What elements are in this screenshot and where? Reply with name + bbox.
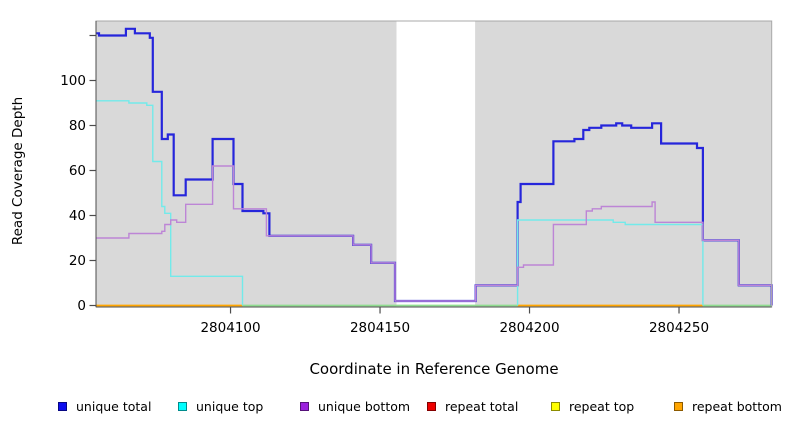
no-data-gap-band <box>396 21 476 307</box>
legend-label: repeat bottom <box>692 398 782 414</box>
y-tick-label: 20 <box>69 253 86 269</box>
y-tick-label: 80 <box>69 118 86 134</box>
x-axis-label: Coordinate in Reference Genome <box>309 360 559 378</box>
legend-item-repeat-top: repeat top <box>551 398 634 414</box>
legend-swatch-icon <box>551 401 560 411</box>
legend-item-unique-top: unique top <box>178 398 263 414</box>
series-line-unique-top <box>516 219 704 306</box>
legend-label: unique bottom <box>318 398 411 414</box>
legend-swatch-icon <box>674 401 683 411</box>
series-line-unique-top <box>96 100 244 306</box>
legend-label: unique top <box>196 398 264 414</box>
legend-swatch-icon <box>300 401 309 411</box>
y-tick-label: 100 <box>60 73 86 89</box>
x-tick-label: 2804150 <box>350 320 410 336</box>
legend-swatch-icon <box>427 401 436 411</box>
legend-item-unique-bottom: unique bottom <box>300 398 410 414</box>
plot-legend: unique total unique top unique bottom repea… <box>0 398 792 418</box>
y-axis-label: Read Coverage Depth <box>10 96 26 246</box>
legend-swatch-icon <box>178 401 187 411</box>
y-tick-label: 60 <box>69 163 86 179</box>
series-line-unique-bottom <box>96 165 773 306</box>
legend-label: repeat top <box>569 398 635 414</box>
legend-item-repeat-total: repeat total <box>427 398 518 414</box>
y-tick-label: 0 <box>77 298 86 314</box>
x-tick-label: 2804200 <box>499 320 559 336</box>
x-tick-label: 2804250 <box>649 320 709 336</box>
y-tick-label: 40 <box>69 208 86 224</box>
x-tick-label: 2804100 <box>200 320 260 336</box>
legend-item-repeat-bottom: repeat bottom <box>674 398 782 414</box>
legend-label: repeat total <box>445 398 519 414</box>
legend-swatch-icon <box>58 401 67 411</box>
legend-label: unique total <box>76 398 152 414</box>
legend-item-unique-total: unique total <box>58 398 151 414</box>
